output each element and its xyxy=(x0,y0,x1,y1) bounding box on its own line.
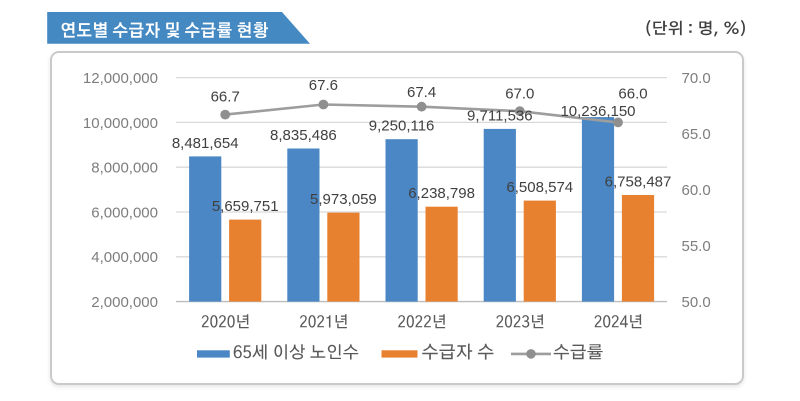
svg-text:6,000,000: 6,000,000 xyxy=(91,204,158,221)
svg-text:4,000,000: 4,000,000 xyxy=(91,249,158,266)
svg-text:9,711,536: 9,711,536 xyxy=(467,107,533,124)
svg-text:6,758,487: 6,758,487 xyxy=(605,173,672,190)
svg-text:2,000,000: 2,000,000 xyxy=(91,294,158,311)
svg-text:6,508,574: 6,508,574 xyxy=(506,179,573,196)
svg-text:60.0: 60.0 xyxy=(682,182,711,199)
svg-text:50.0: 50.0 xyxy=(682,294,711,311)
svg-text:65.0: 65.0 xyxy=(682,126,711,143)
svg-text:9,250,116: 9,250,116 xyxy=(369,118,435,135)
svg-text:70.0: 70.0 xyxy=(682,70,711,87)
svg-text:66.0: 66.0 xyxy=(618,85,647,102)
svg-text:67.6: 67.6 xyxy=(309,77,338,94)
svg-text:8,835,486: 8,835,486 xyxy=(270,127,337,144)
svg-text:12,000,000: 12,000,000 xyxy=(83,70,158,87)
svg-text:66.7: 66.7 xyxy=(211,89,240,106)
svg-text:8,000,000: 8,000,000 xyxy=(91,160,158,177)
svg-text:5,973,059: 5,973,059 xyxy=(310,191,377,208)
svg-text:67.0: 67.0 xyxy=(505,86,534,103)
svg-text:10,236,150: 10,236,150 xyxy=(560,103,635,120)
svg-text:10,000,000: 10,000,000 xyxy=(83,115,158,132)
svg-text:5,659,751: 5,659,751 xyxy=(212,198,279,215)
svg-text:67.4: 67.4 xyxy=(407,84,436,101)
svg-text:55.0: 55.0 xyxy=(682,238,711,255)
svg-text:8,481,654: 8,481,654 xyxy=(172,135,239,152)
svg-text:6,238,798: 6,238,798 xyxy=(408,185,475,202)
